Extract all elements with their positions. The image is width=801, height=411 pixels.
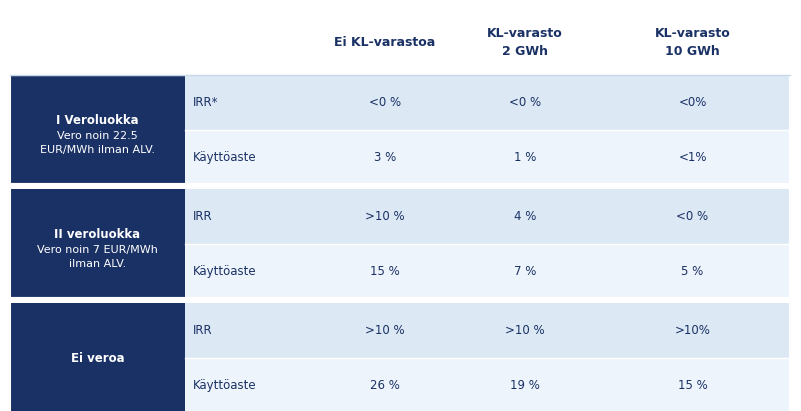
Bar xyxy=(455,189,595,244)
Bar xyxy=(595,358,790,411)
Text: Ei veroa: Ei veroa xyxy=(70,351,124,365)
Bar xyxy=(185,130,315,185)
Bar xyxy=(595,189,790,244)
Bar xyxy=(595,130,790,185)
Bar xyxy=(595,75,790,130)
Text: 4 %: 4 % xyxy=(513,210,536,223)
Text: I Veroluokka: I Veroluokka xyxy=(56,113,139,127)
Bar xyxy=(315,358,455,411)
Bar xyxy=(595,244,790,299)
Bar xyxy=(185,358,315,411)
Bar xyxy=(10,75,185,185)
Text: <0 %: <0 % xyxy=(509,96,541,109)
Text: <0%: <0% xyxy=(678,96,706,109)
Text: >10 %: >10 % xyxy=(365,210,405,223)
Text: <0 %: <0 % xyxy=(676,210,709,223)
Bar xyxy=(10,189,185,299)
Bar xyxy=(10,75,790,411)
Text: 15 %: 15 % xyxy=(370,265,400,278)
Bar xyxy=(315,75,455,130)
Text: Käyttöaste: Käyttöaste xyxy=(193,265,256,278)
Text: >10%: >10% xyxy=(674,324,710,337)
Text: II veroluokka: II veroluokka xyxy=(54,228,140,240)
Text: IRR*: IRR* xyxy=(193,96,219,109)
Bar xyxy=(315,130,455,185)
Text: KL-varasto
10 GWh: KL-varasto 10 GWh xyxy=(654,27,731,58)
Text: <0 %: <0 % xyxy=(369,96,401,109)
Text: 19 %: 19 % xyxy=(510,379,540,392)
Bar xyxy=(185,244,315,299)
Text: Vero noin 22.5
EUR/MWh ilman ALV.: Vero noin 22.5 EUR/MWh ilman ALV. xyxy=(40,132,155,155)
Text: Ei KL-varastoa: Ei KL-varastoa xyxy=(334,36,436,49)
Bar xyxy=(455,130,595,185)
Text: 26 %: 26 % xyxy=(370,379,400,392)
Text: IRR: IRR xyxy=(193,210,212,223)
Bar xyxy=(455,303,595,358)
Text: 1 %: 1 % xyxy=(513,151,536,164)
Text: Käyttöaste: Käyttöaste xyxy=(193,151,256,164)
Bar xyxy=(10,185,790,189)
Bar xyxy=(185,75,315,130)
Text: IRR: IRR xyxy=(193,324,212,337)
Text: KL-varasto
2 GWh: KL-varasto 2 GWh xyxy=(487,27,563,58)
Text: <1%: <1% xyxy=(678,151,706,164)
Text: Vero noin 7 EUR/MWh
ilman ALV.: Vero noin 7 EUR/MWh ilman ALV. xyxy=(37,245,158,269)
Bar xyxy=(315,244,455,299)
Bar xyxy=(10,299,790,303)
Text: 15 %: 15 % xyxy=(678,379,707,392)
Text: >10 %: >10 % xyxy=(365,324,405,337)
Bar xyxy=(455,244,595,299)
Text: 3 %: 3 % xyxy=(374,151,396,164)
Bar xyxy=(185,189,315,244)
Text: 5 %: 5 % xyxy=(682,265,703,278)
Bar xyxy=(315,303,455,358)
Bar xyxy=(595,303,790,358)
Bar xyxy=(10,303,185,411)
Bar xyxy=(455,358,595,411)
Text: >10 %: >10 % xyxy=(505,324,545,337)
Text: 7 %: 7 % xyxy=(513,265,536,278)
Bar xyxy=(185,303,315,358)
Bar xyxy=(315,189,455,244)
Text: Käyttöaste: Käyttöaste xyxy=(193,379,256,392)
Bar xyxy=(455,75,595,130)
